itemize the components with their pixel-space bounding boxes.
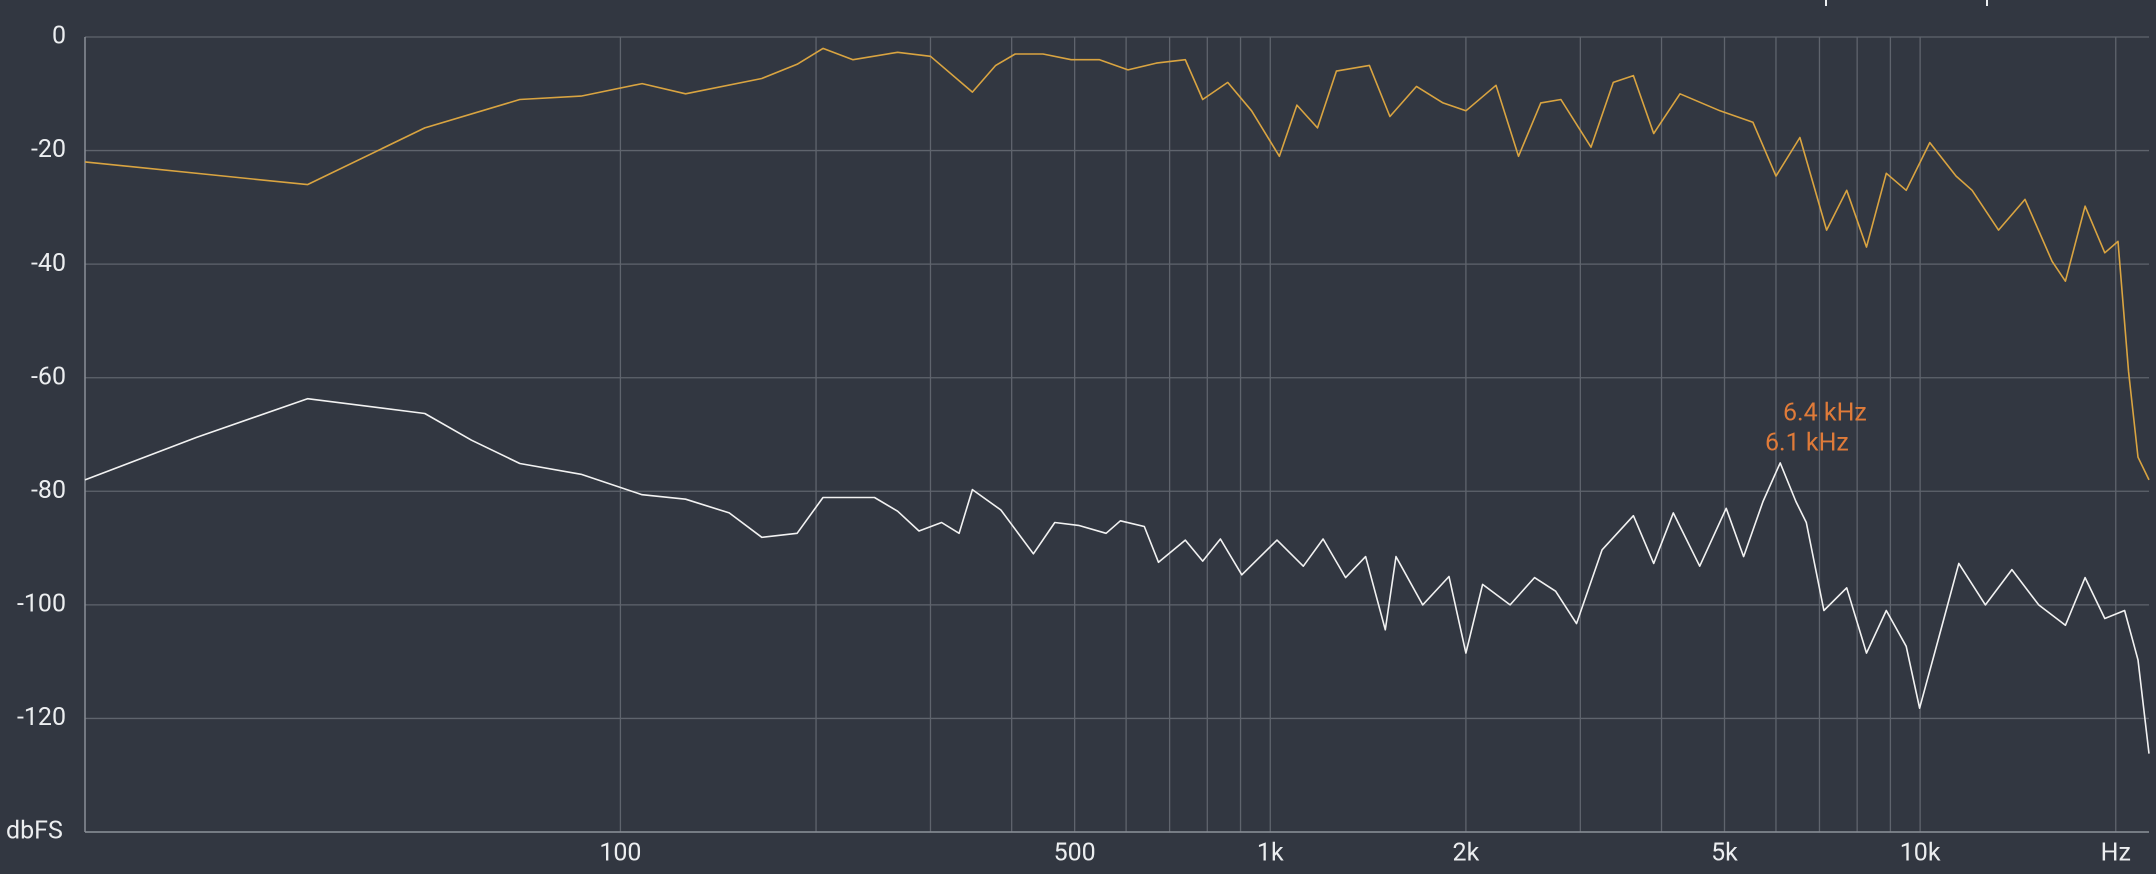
y-tick-label: -60 (31, 362, 66, 391)
y-tick-label: -100 (17, 589, 66, 618)
x-tick-label: 100 (599, 839, 641, 868)
x-tick-label: 10k (1900, 839, 1941, 868)
x-tick-label: 500 (1054, 839, 1096, 868)
x-tick-label: 5k (1711, 839, 1738, 868)
peak-annotation: 6.1 kHz (1765, 429, 1849, 458)
y-tick-label: -120 (17, 703, 66, 732)
x-tick-label: Hz (2101, 839, 2131, 868)
spectrum-line (84, 397, 2150, 754)
x-tick-label: 1k (1257, 839, 1284, 868)
y-tick-label: -20 (31, 135, 66, 164)
x-tick-label: 2k (1453, 839, 1480, 868)
spectrum-line (84, 47, 2150, 481)
y-tick-label: -80 (31, 476, 66, 505)
y-tick-label: -40 (31, 249, 66, 278)
y-tick-label: dbFS (6, 817, 63, 846)
y-tick-label: 0 (52, 22, 66, 51)
peak-annotation: 6.4 kHz (1783, 399, 1867, 428)
